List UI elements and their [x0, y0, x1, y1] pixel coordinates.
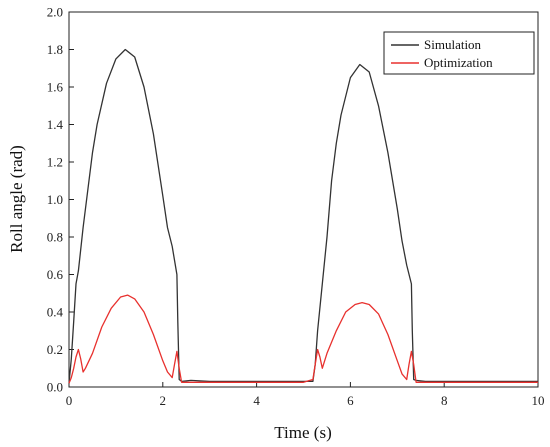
series-lines	[68, 48, 538, 384]
series-line-optimization	[68, 294, 538, 384]
y-tick-label: 2.0	[47, 5, 63, 20]
y-tick-label: 0.4	[47, 305, 64, 320]
legend-box	[383, 31, 535, 75]
x-tick-label: 10	[532, 393, 545, 408]
y-tick-label: 0.2	[47, 342, 63, 357]
series-line-simulation	[68, 48, 538, 384]
y-tick-label: 1.6	[47, 80, 64, 95]
y-tick-label: 0.0	[47, 380, 63, 395]
y-tick-label: 0.6	[47, 267, 64, 282]
y-tick-label: 0.8	[47, 230, 63, 245]
legend-label-optimization: Optimization	[424, 55, 493, 70]
x-axis-title: Time (s)	[274, 423, 331, 442]
x-tick-label: 0	[66, 393, 73, 408]
axis-ticks: 0 2 4 6 8 10 0.0 0.2 0.4 0.6 0.8 1.0 1.2 1.4 1.6 1.8 2.0	[47, 5, 545, 409]
x-tick-label: 8	[441, 393, 448, 408]
x-tick-label: 6	[347, 393, 354, 408]
y-tick-label: 1.2	[47, 155, 63, 170]
x-tick-label: 4	[253, 393, 260, 408]
y-tick-label: 1.8	[47, 42, 63, 57]
y-axis-title: Roll angle (rad)	[7, 145, 26, 253]
y-tick-label: 1.0	[47, 192, 63, 207]
x-tick-label: 2	[160, 393, 167, 408]
legend-label-simulation: Simulation	[424, 37, 482, 52]
y-tick-label: 1.4	[47, 117, 64, 132]
legend: Simulation Optimization	[383, 31, 535, 75]
